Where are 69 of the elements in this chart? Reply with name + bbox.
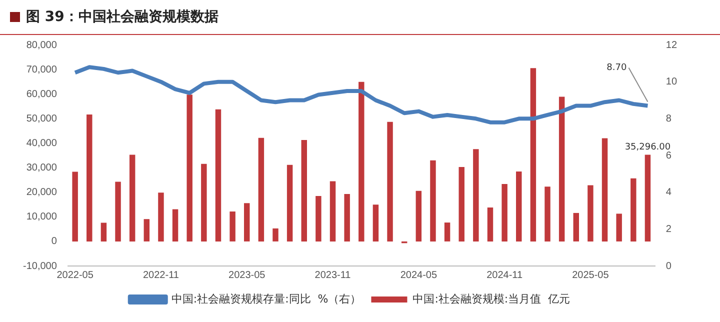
bar — [100, 222, 107, 242]
y-tick-label: 10,000 — [26, 212, 58, 223]
y-tick-label: 0 — [51, 236, 58, 248]
bar — [430, 160, 436, 242]
bar — [158, 192, 164, 242]
y2-tick-label: 8 — [666, 113, 672, 124]
y-tick-label: 20,000 — [26, 187, 58, 198]
chart-title: 图 39：中国社会融资规模数据 — [26, 8, 218, 26]
x-tick-label: 2022-05 — [56, 270, 94, 281]
bar — [186, 94, 192, 242]
bar — [330, 181, 336, 242]
x-tick-label: 2022-11 — [142, 270, 180, 281]
y2-tick-label: 10 — [666, 76, 678, 88]
bar — [458, 167, 464, 242]
y-tick-label: 40,000 — [26, 138, 58, 149]
y2-tick-label: 2 — [666, 224, 672, 235]
legend-label: 中国:社会融资规模:当月值 亿元 — [412, 292, 570, 306]
bar — [588, 185, 594, 242]
bar — [473, 149, 479, 242]
bar — [129, 154, 136, 242]
legend-label: 中国:社会融资规模存量:同比 %（右） — [171, 292, 362, 306]
bar — [115, 182, 121, 242]
bar — [272, 228, 278, 242]
y-tick-label: 70,000 — [26, 64, 58, 76]
bar — [516, 171, 522, 242]
bar — [387, 122, 393, 242]
bar — [502, 184, 508, 242]
bar — [344, 194, 350, 242]
bar — [86, 114, 92, 242]
bar — [72, 172, 78, 242]
y-tick-label: 50,000 — [26, 113, 58, 124]
x-tick-label: 2024-11 — [486, 270, 523, 281]
bar — [644, 154, 651, 242]
bar — [244, 203, 250, 242]
bar — [172, 209, 178, 242]
bar — [487, 208, 494, 242]
bar — [301, 140, 307, 242]
bar — [558, 96, 565, 242]
bar — [258, 138, 264, 242]
bar — [630, 178, 636, 242]
y2-tick-label: 6 — [666, 150, 672, 162]
data-label: 35,296.00 — [624, 142, 671, 153]
y-tick-label: 80,000 — [26, 40, 58, 51]
y2-tick-label: 0 — [666, 260, 672, 272]
y2-tick-label: 12 — [666, 40, 678, 51]
bar — [444, 222, 450, 242]
bar — [530, 68, 536, 242]
bar — [230, 211, 236, 242]
bar — [416, 190, 422, 242]
y2-tick-label: 4 — [666, 187, 672, 198]
y-tick-label: -10,000 — [22, 260, 58, 272]
bar — [372, 204, 379, 242]
bar — [544, 186, 550, 242]
x-tick-label: 2023-11 — [314, 270, 352, 281]
bar — [286, 164, 293, 242]
y-tick-label: 60,000 — [26, 88, 58, 100]
bar — [215, 109, 222, 242]
bar — [316, 196, 322, 242]
x-tick-label: 2025-05 — [572, 270, 610, 281]
y-tick-label: 30,000 — [26, 162, 58, 174]
bar — [573, 212, 579, 242]
bar — [602, 138, 608, 242]
data-label: 8.70 — [606, 63, 627, 74]
bar — [144, 219, 150, 242]
x-tick-label: 2023-05 — [228, 270, 266, 281]
bar — [358, 82, 364, 242]
bar — [201, 164, 207, 242]
x-tick-label: 2024-05 — [400, 270, 438, 281]
bar — [616, 214, 622, 242]
